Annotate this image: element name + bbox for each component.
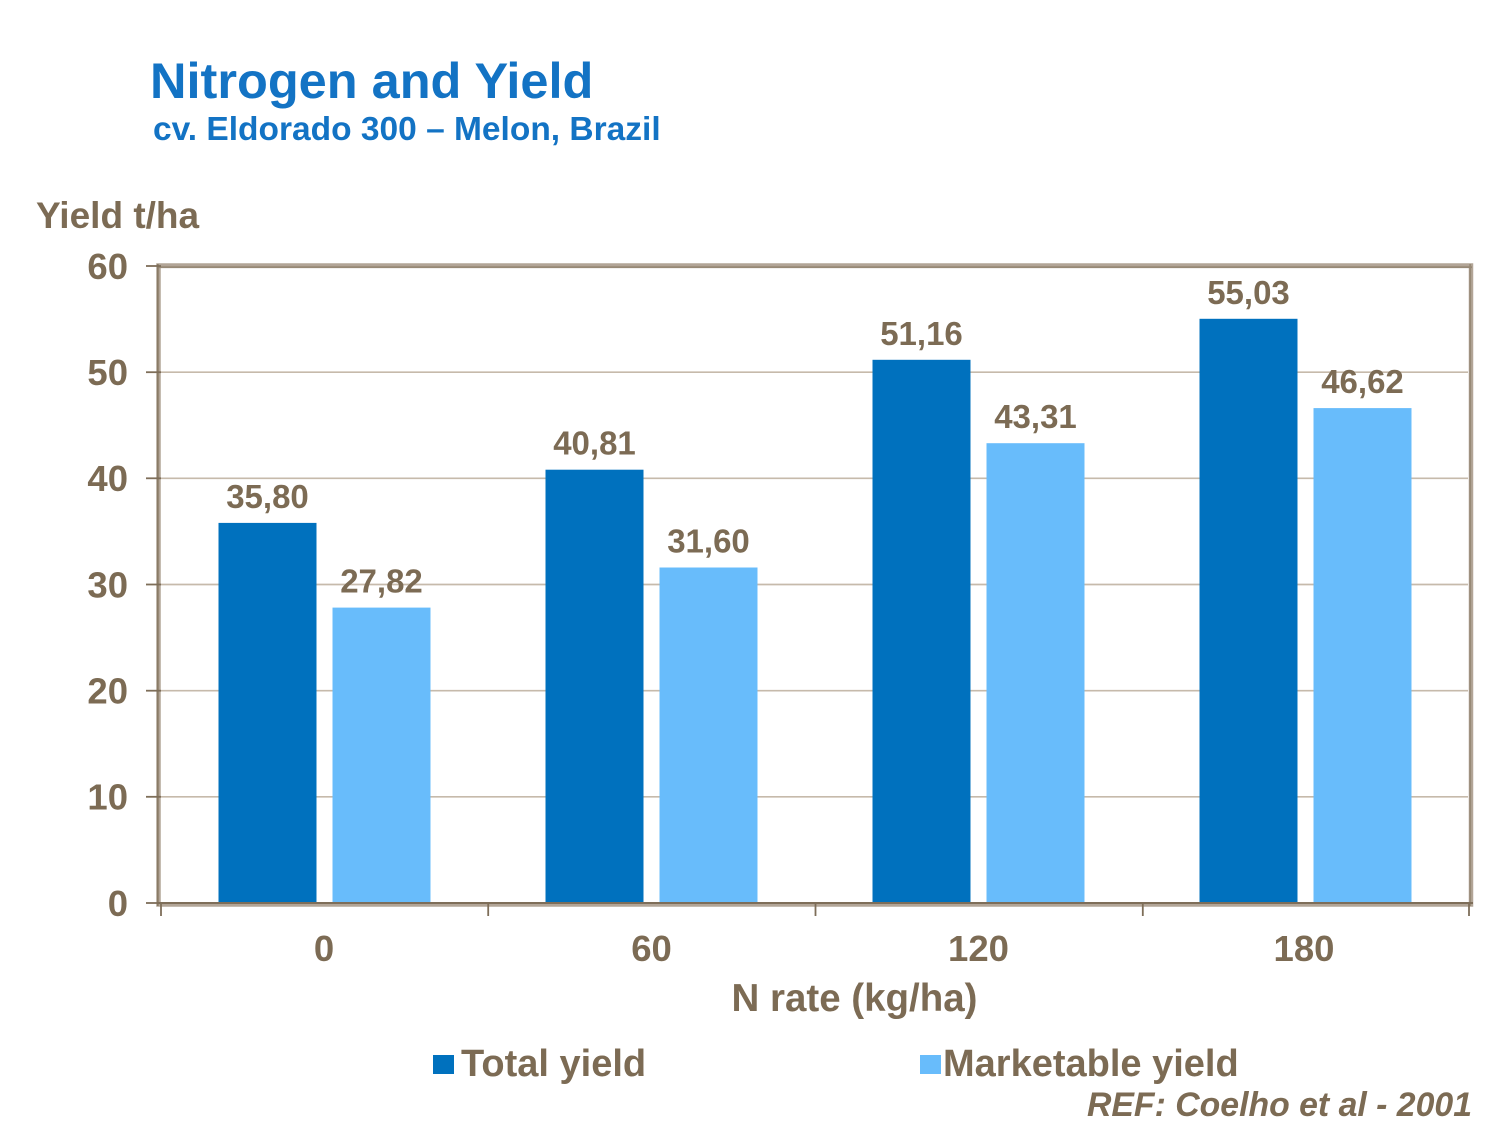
svg-text:REF: Coelho et al - 2001: REF: Coelho et al - 2001 (1087, 1086, 1472, 1124)
svg-text:120: 120 (948, 928, 1009, 969)
svg-text:35,80: 35,80 (226, 478, 309, 515)
svg-text:Marketable yield: Marketable yield (943, 1043, 1239, 1085)
svg-text:Nitrogen and Yield: Nitrogen and Yield (150, 52, 593, 109)
svg-text:31,60: 31,60 (667, 523, 750, 560)
svg-text:43,31: 43,31 (994, 398, 1077, 435)
svg-text:0: 0 (108, 883, 128, 924)
svg-text:180: 180 (1274, 928, 1335, 969)
svg-text:Total yield: Total yield (461, 1043, 646, 1085)
svg-text:60: 60 (631, 928, 672, 969)
svg-text:N rate (kg/ha): N rate (kg/ha) (731, 977, 977, 1020)
svg-text:50: 50 (87, 352, 128, 393)
svg-text:27,82: 27,82 (340, 563, 423, 600)
svg-text:10: 10 (87, 777, 128, 818)
svg-text:Yield t/ha: Yield t/ha (36, 195, 200, 236)
svg-text:51,16: 51,16 (880, 315, 963, 352)
svg-text:30: 30 (87, 564, 128, 605)
svg-text:20: 20 (87, 671, 128, 712)
svg-text:55,03: 55,03 (1207, 274, 1290, 311)
svg-text:cv. Eldorado 300 – Melon, Braz: cv. Eldorado 300 – Melon, Brazil (153, 111, 661, 148)
svg-text:46,62: 46,62 (1321, 363, 1404, 400)
svg-text:0: 0 (314, 928, 334, 969)
svg-text:40,81: 40,81 (553, 425, 636, 462)
svg-text:60: 60 (87, 246, 128, 287)
svg-text:40: 40 (87, 458, 128, 499)
